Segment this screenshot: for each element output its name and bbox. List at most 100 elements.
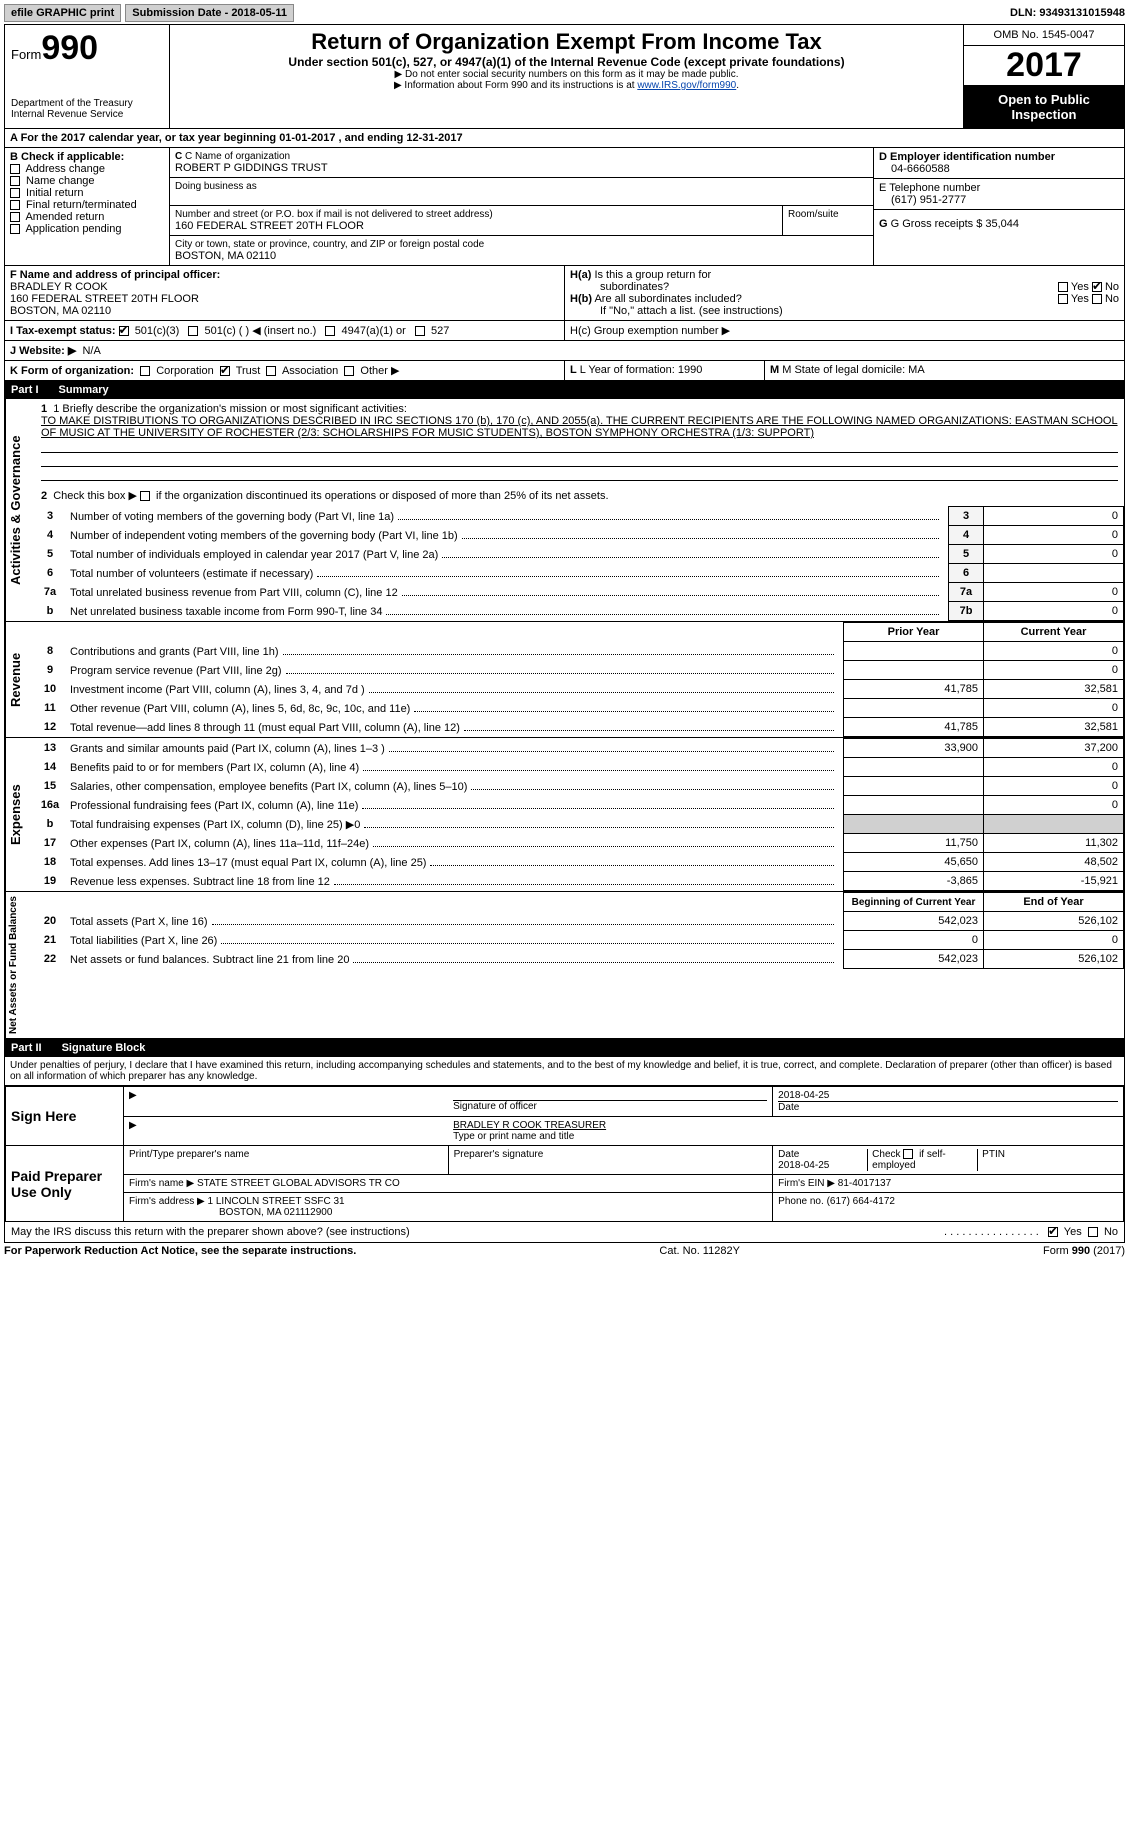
telephone: (617) 951-2777 [879, 194, 1119, 206]
submission-date: Submission Date - 2018-05-11 [125, 4, 294, 22]
d-label: D Employer identification number [879, 151, 1119, 163]
prep-sig-label: Preparer's signature [448, 1146, 773, 1175]
501c-checkbox[interactable] [188, 326, 198, 336]
side-netassets: Net Assets or Fund Balances [5, 892, 35, 1038]
city-label: City or town, state or province, country… [175, 239, 868, 250]
i-label: I Tax-exempt status: [10, 325, 116, 337]
b-item: Initial return [10, 187, 164, 199]
sig-officer-label: Signature of officer [453, 1100, 767, 1112]
omb-number: OMB No. 1545-0047 [964, 25, 1124, 46]
paid-preparer-label: Paid Preparer Use Only [6, 1146, 124, 1222]
tax-year: 2017 [964, 46, 1124, 86]
side-expenses: Expenses [5, 738, 35, 891]
irs-link[interactable]: www.IRS.gov/form990 [637, 80, 736, 91]
firm-city: BOSTON, MA 021112900 [129, 1207, 332, 1218]
line2: 2 Check this box ▶ if the organization d… [35, 485, 1124, 506]
hc-label: H(c) Group exemption number ▶ [565, 321, 1124, 340]
footer-left: For Paperwork Reduction Act Notice, see … [4, 1245, 356, 1257]
hb-label: H(b) Are all subordinates included? [570, 293, 742, 305]
k-corp-checkbox[interactable] [140, 366, 150, 376]
ha-yes-checkbox[interactable] [1058, 282, 1068, 292]
discuss-no-checkbox[interactable] [1088, 1227, 1098, 1237]
l-label: L L Year of formation: 1990 [565, 361, 765, 380]
dba-label: Doing business as [175, 181, 868, 192]
k-trust-checkbox[interactable] [220, 366, 230, 376]
b-checkbox[interactable] [10, 164, 20, 174]
527-checkbox[interactable] [415, 326, 425, 336]
dln: DLN: 93493131015948 [1010, 7, 1125, 19]
irs-label: Internal Revenue Service [11, 109, 163, 120]
k-other-checkbox[interactable] [344, 366, 354, 376]
room-label: Room/suite [783, 206, 873, 235]
b-item: Address change [10, 163, 164, 175]
g-label: G G Gross receipts $ 35,044 [879, 218, 1119, 230]
addr-label: Number and street (or P.O. box if mail i… [175, 209, 777, 220]
side-revenue: Revenue [5, 622, 35, 737]
4947-checkbox[interactable] [325, 326, 335, 336]
hb-no-checkbox[interactable] [1092, 294, 1102, 304]
b-checkbox[interactable] [10, 176, 20, 186]
website: N/A [82, 345, 100, 357]
side-activities: Activities & Governance [5, 399, 35, 621]
open-public-1: Open to Public [998, 92, 1090, 107]
signature-table: Sign Here ▶ Signature of officer 2018-04… [5, 1086, 1124, 1222]
hb-yes-checkbox[interactable] [1058, 294, 1068, 304]
f-label: F Name and address of principal officer: [10, 269, 559, 281]
ptin-label: PTIN [978, 1149, 1005, 1171]
b-checkbox[interactable] [10, 212, 20, 222]
perjury-declaration: Under penalties of perjury, I declare th… [5, 1057, 1124, 1086]
b-item: Amended return [10, 211, 164, 223]
type-name-label: Type or print name and title [453, 1131, 1118, 1142]
501c3-checkbox[interactable] [119, 326, 129, 336]
governance-table: 3Number of voting members of the governi… [35, 506, 1124, 621]
subtitle-1: Under section 501(c), 527, or 4947(a)(1)… [178, 55, 955, 69]
m-label: M M State of legal domicile: MA [765, 361, 1124, 380]
firm-ein: 81-4017137 [838, 1178, 891, 1189]
form-number: 990 [41, 29, 98, 67]
revenue-table: Prior YearCurrent Year8Contributions and… [35, 622, 1124, 737]
footer-right: Form 990 (2017) [1043, 1245, 1125, 1257]
subtitle-3: ▶ Information about Form 990 and its ins… [394, 80, 637, 91]
open-public-2: Inspection [1011, 107, 1076, 122]
sig-date: 2018-04-25 [778, 1090, 1118, 1101]
form-title: Return of Organization Exempt From Incom… [178, 29, 955, 55]
expenses-table: 13Grants and similar amounts paid (Part … [35, 738, 1124, 891]
firm-name: STATE STREET GLOBAL ADVISORS TR CO [197, 1178, 400, 1189]
ein: 04-6660588 [879, 163, 1119, 175]
self-employed-checkbox[interactable] [903, 1149, 913, 1159]
mission-text: TO MAKE DISTRIBUTIONS TO ORGANIZATIONS D… [41, 415, 1118, 439]
discuss-yes-checkbox[interactable] [1048, 1227, 1058, 1237]
e-label: E Telephone number [879, 182, 1119, 194]
sign-here-label: Sign Here [6, 1087, 124, 1146]
b-label: B Check if applicable: [10, 151, 164, 163]
form-container: Form990 Department of the Treasury Inter… [4, 24, 1125, 1243]
officer-name: BRADLEY R COOK [10, 281, 559, 293]
b-checkbox[interactable] [10, 224, 20, 234]
subtitle-2: ▶ Do not enter social security numbers o… [178, 69, 955, 80]
self-employed: Check if self-employed [868, 1149, 978, 1171]
k-label: K Form of organization: [10, 365, 134, 377]
ha-no-checkbox[interactable] [1092, 282, 1102, 292]
line1-label: 1 1 Briefly describe the organization's … [41, 403, 1118, 415]
b-checkbox[interactable] [10, 200, 20, 210]
officer-addr1: 160 FEDERAL STREET 20TH FLOOR [10, 293, 559, 305]
part2-header: Part IISignature Block [5, 1039, 1124, 1057]
date-label: Date [778, 1101, 1118, 1113]
b-checkbox[interactable] [10, 188, 20, 198]
line2-checkbox[interactable] [140, 491, 150, 501]
city-state-zip: BOSTON, MA 02110 [175, 250, 868, 262]
org-name: ROBERT P GIDDINGS TRUST [175, 162, 868, 174]
hb-note: If "No," attach a list. (see instruction… [570, 305, 1119, 317]
part1-header: Part ISummary [5, 381, 1124, 399]
b-item: Application pending [10, 223, 164, 235]
dept-treasury: Department of the Treasury [11, 98, 163, 109]
footer-mid: Cat. No. 11282Y [659, 1245, 740, 1257]
b-item: Final return/terminated [10, 199, 164, 211]
netassets-table: Beginning of Current YearEnd of Year20To… [35, 892, 1124, 969]
k-assoc-checkbox[interactable] [266, 366, 276, 376]
efile-button[interactable]: efile GRAPHIC print [4, 4, 121, 22]
b-item: Name change [10, 175, 164, 187]
top-bar: efile GRAPHIC print Submission Date - 20… [4, 4, 1125, 22]
prep-name-label: Print/Type preparer's name [124, 1146, 449, 1175]
prep-date: 2018-04-25 [778, 1160, 829, 1171]
